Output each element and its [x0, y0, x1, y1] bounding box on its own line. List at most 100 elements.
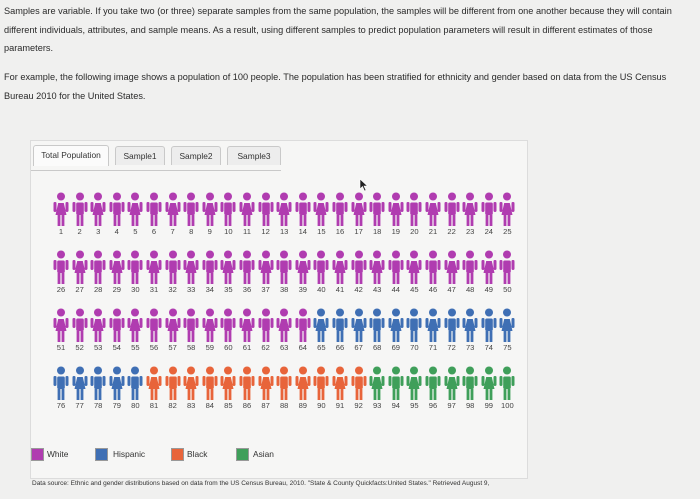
person-number: 40 — [317, 285, 326, 294]
person-number: 50 — [503, 285, 512, 294]
person-number: 75 — [503, 343, 512, 352]
person-icon — [480, 249, 498, 289]
legend-swatch-hispanic — [95, 448, 108, 461]
person-number: 65 — [317, 343, 326, 352]
person-number: 49 — [484, 285, 494, 294]
person-number: 21 — [428, 227, 438, 236]
person-icon — [89, 191, 107, 231]
person-icon — [294, 191, 312, 231]
person-icon — [126, 249, 144, 289]
person-number: 76 — [56, 401, 66, 410]
person-number: 9 — [207, 227, 212, 236]
person-number: 93 — [372, 401, 382, 410]
person-number: 35 — [224, 285, 233, 294]
person-number: 80 — [131, 401, 140, 410]
person-icon — [368, 249, 386, 289]
person-icon — [331, 249, 349, 289]
person-icon — [71, 249, 89, 289]
person-number: 3 — [96, 227, 101, 236]
person-number: 28 — [93, 285, 103, 294]
person-number: 81 — [149, 401, 159, 410]
person-icon — [312, 249, 330, 289]
tab-underline — [31, 170, 281, 171]
person-number: 7 — [170, 227, 175, 236]
tab-total-population[interactable]: Total Population — [33, 145, 109, 166]
person-number: 86 — [242, 401, 252, 410]
person-icon — [275, 249, 293, 289]
person-icon — [182, 307, 200, 347]
person-number: 18 — [372, 227, 382, 236]
mouse-cursor-icon — [359, 178, 369, 192]
person-icon — [443, 307, 461, 347]
person-number: 39 — [298, 285, 308, 294]
person-icon — [145, 307, 163, 347]
person-icon — [405, 249, 423, 289]
population-panel: Total Population Sample1 Sample2 Sample3… — [30, 140, 528, 479]
person-icon — [498, 365, 516, 405]
population-row: 26 27 28 29 30 31 32 33 34 35 36 37 38 39 40 41 42 43 44 45… — [52, 249, 522, 301]
person-number: 71 — [428, 343, 438, 352]
person-icon — [238, 249, 256, 289]
person-number: 24 — [484, 227, 494, 236]
person-icon — [350, 191, 368, 231]
person-number: 63 — [279, 343, 289, 352]
person-number: 46 — [428, 285, 438, 294]
person-icon — [108, 249, 126, 289]
person-icon — [164, 191, 182, 231]
person-icon — [387, 307, 405, 347]
person-number: 10 — [224, 227, 233, 236]
person-icon — [387, 249, 405, 289]
person-number: 13 — [279, 227, 289, 236]
legend-swatch-white — [31, 448, 44, 461]
person-number: 68 — [372, 343, 382, 352]
person-number: 33 — [186, 285, 196, 294]
person-icon — [257, 249, 275, 289]
person-number: 12 — [261, 227, 270, 236]
person-number: 22 — [447, 227, 456, 236]
person-icon — [350, 249, 368, 289]
person-number: 70 — [410, 343, 419, 352]
person-number: 62 — [261, 343, 270, 352]
person-number: 36 — [242, 285, 252, 294]
person-icon — [89, 307, 107, 347]
person-icon — [461, 191, 479, 231]
person-number: 14 — [298, 227, 308, 236]
person-icon — [498, 191, 516, 231]
person-number: 91 — [335, 401, 345, 410]
legend-label-asian: Asian — [253, 449, 274, 459]
person-number: 17 — [354, 227, 363, 236]
person-number: 100 — [501, 401, 514, 410]
person-icon — [108, 191, 126, 231]
person-number: 94 — [391, 401, 401, 410]
person-number: 79 — [112, 401, 122, 410]
person-icon — [387, 191, 405, 231]
person-number: 23 — [465, 227, 475, 236]
population-row: 76 77 78 79 80 81 82 83 84 85 86 87 88 89 90 91 92 93 94 95… — [52, 365, 522, 417]
tab-sample2[interactable]: Sample2 — [171, 146, 221, 165]
person-icon — [257, 191, 275, 231]
person-icon — [498, 307, 516, 347]
person-icon — [52, 365, 70, 405]
tab-sample1[interactable]: Sample1 — [115, 146, 165, 165]
person-icon — [182, 249, 200, 289]
person-number: 34 — [205, 285, 215, 294]
person-number: 98 — [465, 401, 475, 410]
person-number: 8 — [189, 227, 194, 236]
person-icon — [182, 191, 200, 231]
legend-label-white: White — [47, 449, 69, 459]
person-number: 48 — [465, 285, 475, 294]
person-icon — [71, 307, 89, 347]
tab-sample3[interactable]: Sample3 — [227, 146, 281, 165]
person-icon — [443, 365, 461, 405]
person-icon — [89, 365, 107, 405]
person-icon — [368, 191, 386, 231]
person-icon — [52, 249, 70, 289]
person-icon — [52, 191, 70, 231]
person-icon — [368, 307, 386, 347]
person-icon — [498, 249, 516, 289]
person-icon — [238, 307, 256, 347]
person-number: 5 — [133, 227, 138, 236]
person-icon — [164, 249, 182, 289]
person-icon — [368, 365, 386, 405]
person-icon — [201, 249, 219, 289]
